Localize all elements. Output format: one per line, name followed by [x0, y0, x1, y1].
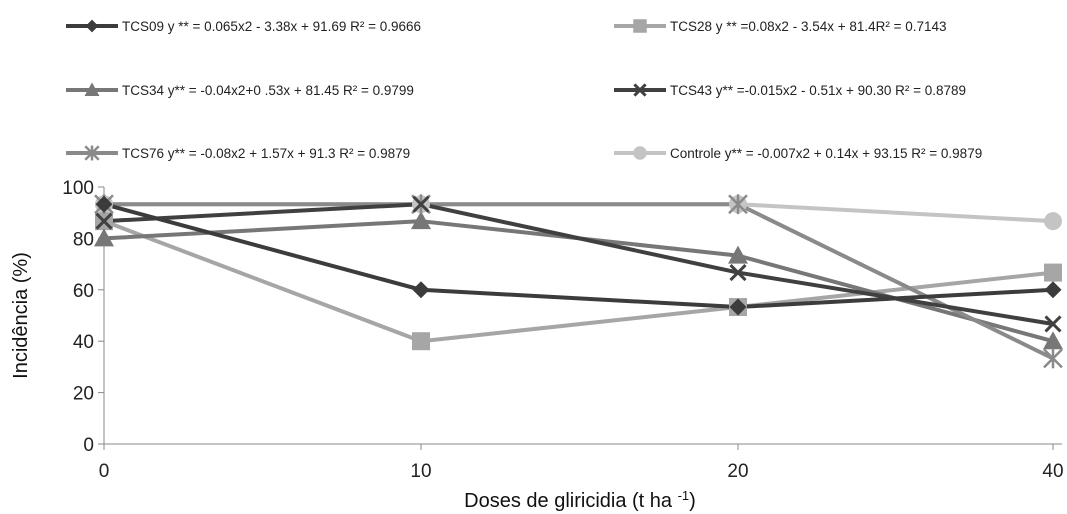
legend-label: TCS09 y ** = 0.065x2 - 3.38x + 91.69 R² … [122, 19, 421, 34]
data-point-tcs76 [728, 194, 748, 215]
data-point-tcs76 [1043, 348, 1063, 369]
data-point-tcs34 [1043, 331, 1063, 350]
data-point-tcs09 [729, 298, 747, 316]
legend-label: Controle y** = -0.007x2 + 0.14x + 93.15 … [670, 146, 982, 161]
data-point-tcs09 [412, 281, 430, 299]
legend-marker [633, 146, 647, 160]
y-tick-label: 80 [73, 229, 94, 250]
legend-item-tcs34: TCS34 y** = -0.04x2+0 .53x + 81.45 R² = … [66, 82, 414, 98]
legend-item-tcs28: TCS28 y ** =0.08x2 - 3.54x + 81.4R² = 0.… [614, 19, 947, 34]
data-point-tcs09 [1044, 281, 1062, 299]
legend-label: TCS28 y ** =0.08x2 - 3.54x + 81.4R² = 0.… [670, 19, 947, 34]
x-tick-label: 20 [727, 461, 748, 482]
x-tick-label: 10 [410, 461, 431, 482]
legend-marker [85, 19, 99, 33]
y-tick-label: 0 [83, 435, 94, 456]
y-tick-label: 40 [73, 332, 94, 353]
x-axis-title-sup: -1 [678, 488, 690, 503]
data-point-tcs28 [412, 332, 430, 351]
x-tick-label: 40 [1042, 461, 1063, 482]
axes: 0 20 40 60 80 100 0 10 20 40 Incidência (%) Doses d… [10, 178, 1064, 512]
series-line-tcs76 [104, 202, 1054, 361]
data-point-tcs43 [729, 264, 747, 282]
legend-marker [84, 82, 100, 96]
data-point-tcs09 [95, 195, 113, 213]
data-point-controle [1044, 212, 1062, 231]
series-line-tcs28 [103, 219, 1054, 344]
data-point-tcs43 [1044, 315, 1062, 333]
legend-item-tcs09: TCS09 y ** = 0.065x2 - 3.38x + 91.69 R² … [66, 19, 421, 34]
data-point-tcs28 [1044, 263, 1062, 282]
plot-area [94, 194, 1063, 369]
data-point-tcs43 [412, 195, 430, 213]
x-axis-title-end: ) [689, 490, 696, 512]
y-tick-label: 100 [62, 178, 94, 199]
legend-label: TCS43 y** =-0.015x2 - 0.51x + 90.30 R² =… [670, 83, 966, 98]
legend-marker [633, 83, 647, 97]
series-line-tcs09 [103, 202, 1054, 310]
legend-item-tcs43: TCS43 y** =-0.015x2 - 0.51x + 90.30 R² =… [614, 83, 966, 98]
legend-marker [84, 145, 100, 161]
legend-item-tcs76: TCS76 y** = -0.08x2 + 1.57x + 91.3 R² = … [66, 145, 410, 161]
data-point-tcs34 [411, 211, 431, 230]
x-axis-title: Doses de gliricidia (t ha -1) [464, 488, 696, 513]
x-axis-title-main: Doses de gliricidia (t ha [464, 490, 677, 512]
legend-label: TCS76 y** = -0.08x2 + 1.57x + 91.3 R² = … [122, 146, 410, 161]
y-tick-label: 20 [73, 384, 94, 405]
y-tick-label: 60 [73, 281, 94, 302]
legend: TCS09 y ** = 0.065x2 - 3.38x + 91.69 R² … [66, 19, 982, 161]
legend-marker [633, 19, 647, 33]
data-point-tcs43 [95, 212, 113, 230]
series-line-tcs43 [103, 202, 1054, 326]
y-axis-title: Incidência (%) [10, 252, 32, 379]
legend-label: TCS34 y** = -0.04x2+0 .53x + 81.45 R² = … [122, 83, 414, 98]
legend-item-controle: Controle y** = -0.007x2 + 0.14x + 93.15 … [614, 146, 982, 161]
x-tick-label: 0 [99, 461, 110, 482]
data-point-tcs34 [728, 245, 748, 264]
data-point-tcs34 [94, 228, 114, 247]
